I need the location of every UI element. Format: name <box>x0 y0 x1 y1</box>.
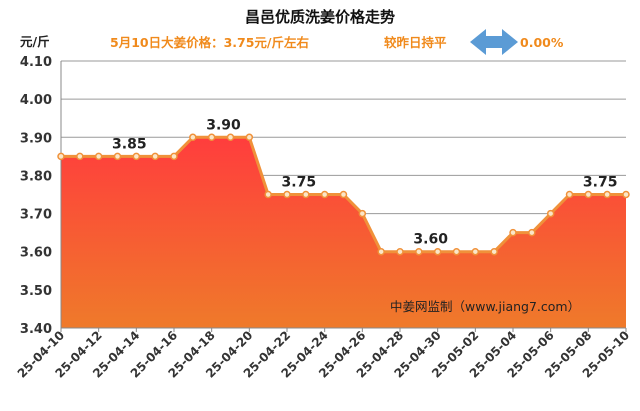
data-label: 3.85 <box>112 136 147 152</box>
data-point <box>245 133 254 142</box>
data-label: 3.60 <box>413 232 448 248</box>
y-tick-label: 3.80 <box>20 169 52 184</box>
data-point <box>565 190 574 199</box>
data-point <box>622 190 630 199</box>
data-point <box>358 209 367 218</box>
data-label: 3.90 <box>206 117 241 133</box>
data-point <box>603 190 611 199</box>
data-point <box>302 190 310 199</box>
data-labels: 3.85 3.90 3.75 3.60 3.75 <box>112 117 617 247</box>
y-tick-label: 3.70 <box>20 208 52 223</box>
data-point <box>264 190 272 199</box>
y-tick-label: 3.40 <box>20 322 52 337</box>
y-tick-label: 3.90 <box>20 131 52 146</box>
x-axis-ticks: 25-04-1025-04-1225-04-1425-04-1625-04-18… <box>15 328 632 381</box>
data-point <box>415 247 423 256</box>
price-area <box>61 137 626 328</box>
area-fill <box>61 137 626 328</box>
data-point <box>528 228 536 237</box>
data-point <box>283 190 291 199</box>
data-point <box>339 190 348 199</box>
left-right-arrow-icon <box>470 29 518 55</box>
change-value: 0.00% <box>520 35 564 50</box>
y-tick-label: 4.00 <box>20 93 52 108</box>
data-point <box>509 228 517 237</box>
data-point <box>471 247 480 256</box>
data-point <box>584 190 593 199</box>
data-point <box>226 133 235 142</box>
change-summary: 较昨日持平 <box>384 35 447 50</box>
y-tick-label: 3.50 <box>20 284 52 299</box>
y-tick-label: 3.60 <box>20 246 52 261</box>
data-point <box>433 247 442 256</box>
data-point <box>76 152 84 161</box>
data-point <box>57 152 65 161</box>
data-point <box>113 152 122 161</box>
data-label: 3.75 <box>583 175 618 191</box>
data-point <box>396 247 404 256</box>
data-point <box>189 133 197 142</box>
data-point <box>320 190 329 199</box>
axes <box>60 61 626 329</box>
data-point <box>94 152 103 161</box>
data-point <box>452 247 461 256</box>
data-point <box>132 152 141 161</box>
chart-title: 昌邑优质洗姜价格走势 <box>245 8 395 26</box>
data-point <box>490 247 498 256</box>
data-point <box>377 247 385 256</box>
data-point <box>546 209 555 218</box>
data-point <box>151 152 159 161</box>
y-axis-ticks: 3.40 3.50 3.60 3.70 3.80 3.90 4.00 4.10 <box>20 55 52 337</box>
data-point <box>170 152 178 161</box>
y-tick-label: 4.10 <box>20 55 52 70</box>
data-point <box>207 133 216 142</box>
data-markers <box>57 133 630 256</box>
data-label: 3.75 <box>282 175 317 191</box>
watermark: 中姜网监制（www.jiang7.com） <box>390 299 580 314</box>
price-summary: 5月10日大姜价格：3.75元/斤左右 <box>110 35 309 50</box>
y-axis-unit: 元/斤 <box>20 34 50 49</box>
